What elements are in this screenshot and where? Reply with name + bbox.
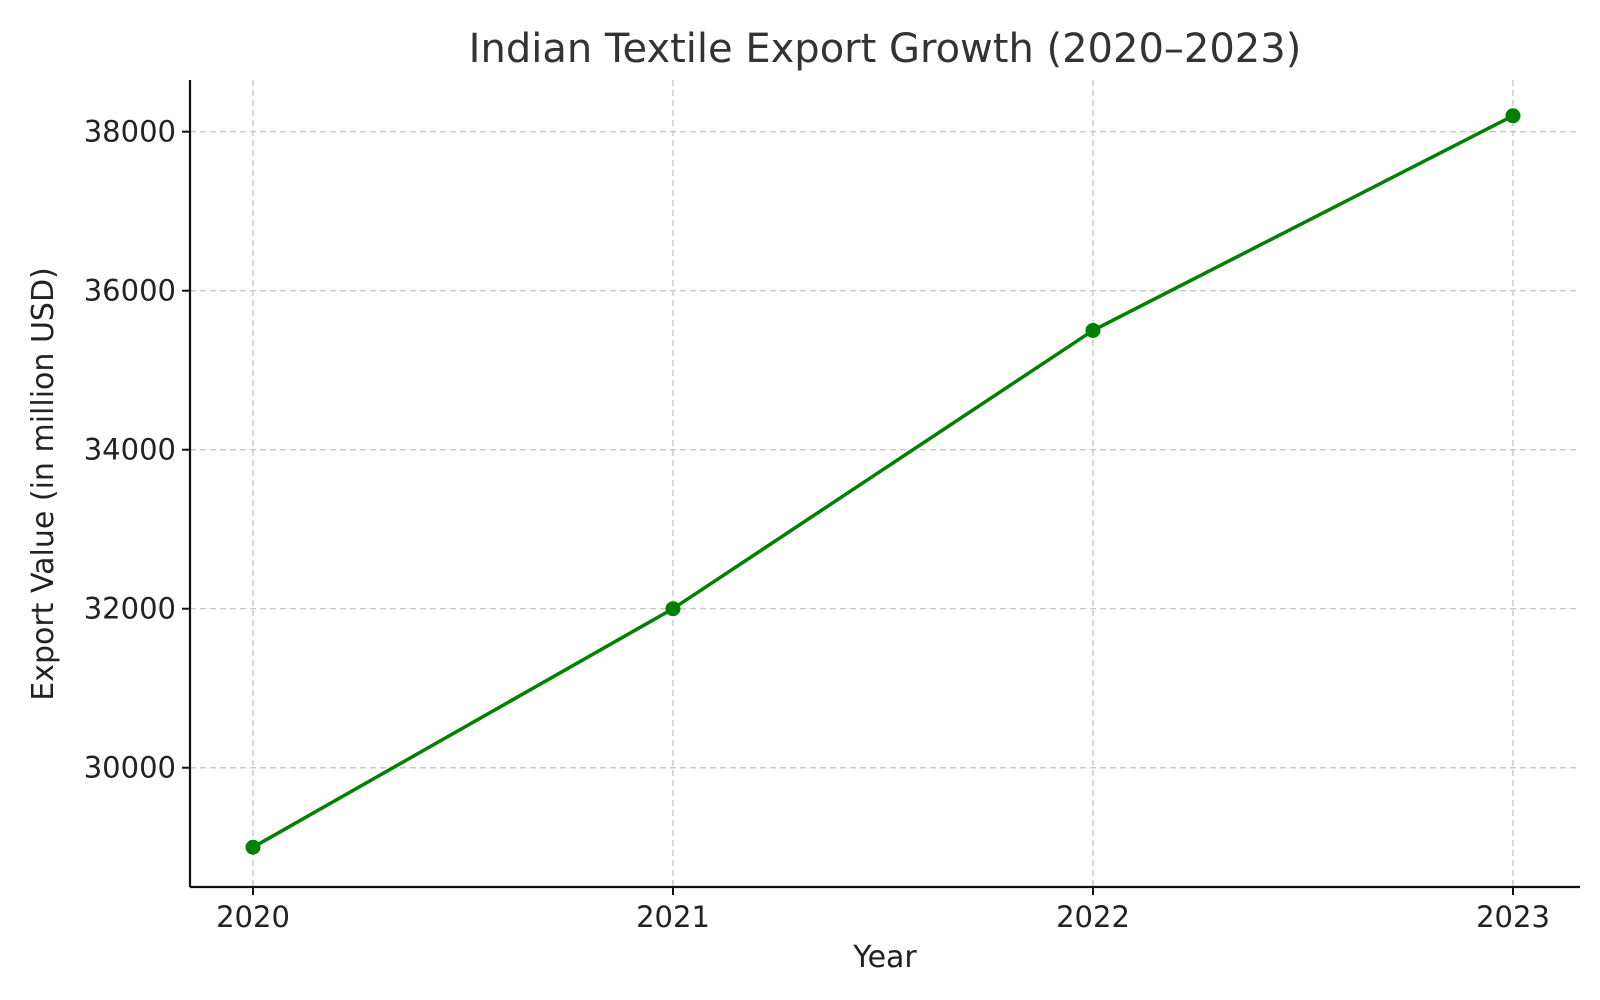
data-point [1085, 322, 1101, 338]
x-axis-label: Year [852, 940, 917, 975]
series-line [251, 114, 1515, 849]
ticks: 2020 2021 2022 2023 30000 32000 34000 36000 3800… [84, 115, 1550, 934]
grid [190, 80, 1580, 887]
y-tick-label: 30000 [84, 751, 176, 785]
x-tick-label: 2022 [1056, 900, 1130, 934]
chart-title: Indian Textile Export Growth (2020–2023) [469, 26, 1302, 72]
y-tick-label: 32000 [84, 592, 176, 626]
data-point [1505, 108, 1521, 124]
y-tick-label: 38000 [84, 115, 176, 149]
x-tick-label: 2020 [216, 900, 290, 934]
y-tick-label: 34000 [84, 433, 176, 467]
y-tick-label: 36000 [84, 274, 176, 308]
x-tick-label: 2023 [1476, 900, 1550, 934]
y-axis-label: Export Value (in million USD) [26, 267, 61, 701]
series [245, 108, 1521, 855]
data-point [245, 839, 261, 855]
x-tick-label: 2021 [636, 900, 710, 934]
axes [188, 80, 1580, 889]
data-point [665, 601, 681, 617]
